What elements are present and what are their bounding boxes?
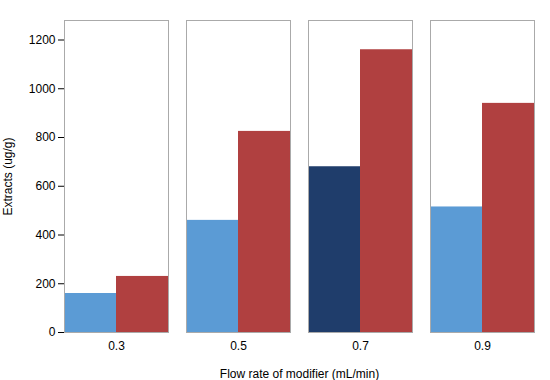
svg-text:0.5: 0.5 <box>230 339 247 353</box>
svg-text:1000: 1000 <box>29 82 56 96</box>
svg-text:0.3: 0.3 <box>108 339 125 353</box>
svg-text:400: 400 <box>35 228 55 242</box>
svg-text:1200: 1200 <box>29 33 56 47</box>
svg-text:200: 200 <box>35 277 55 291</box>
svg-text:600: 600 <box>35 179 55 193</box>
svg-text:800: 800 <box>35 130 55 144</box>
svg-text:Flow rate of modifier (mL/min): Flow rate of modifier (mL/min) <box>220 367 379 380</box>
svg-text:0: 0 <box>49 325 56 339</box>
svg-text:Extracts (ug/g): Extracts (ug/g) <box>1 137 15 215</box>
svg-text:0.7: 0.7 <box>352 339 369 353</box>
svg-text:0.9: 0.9 <box>474 339 491 353</box>
